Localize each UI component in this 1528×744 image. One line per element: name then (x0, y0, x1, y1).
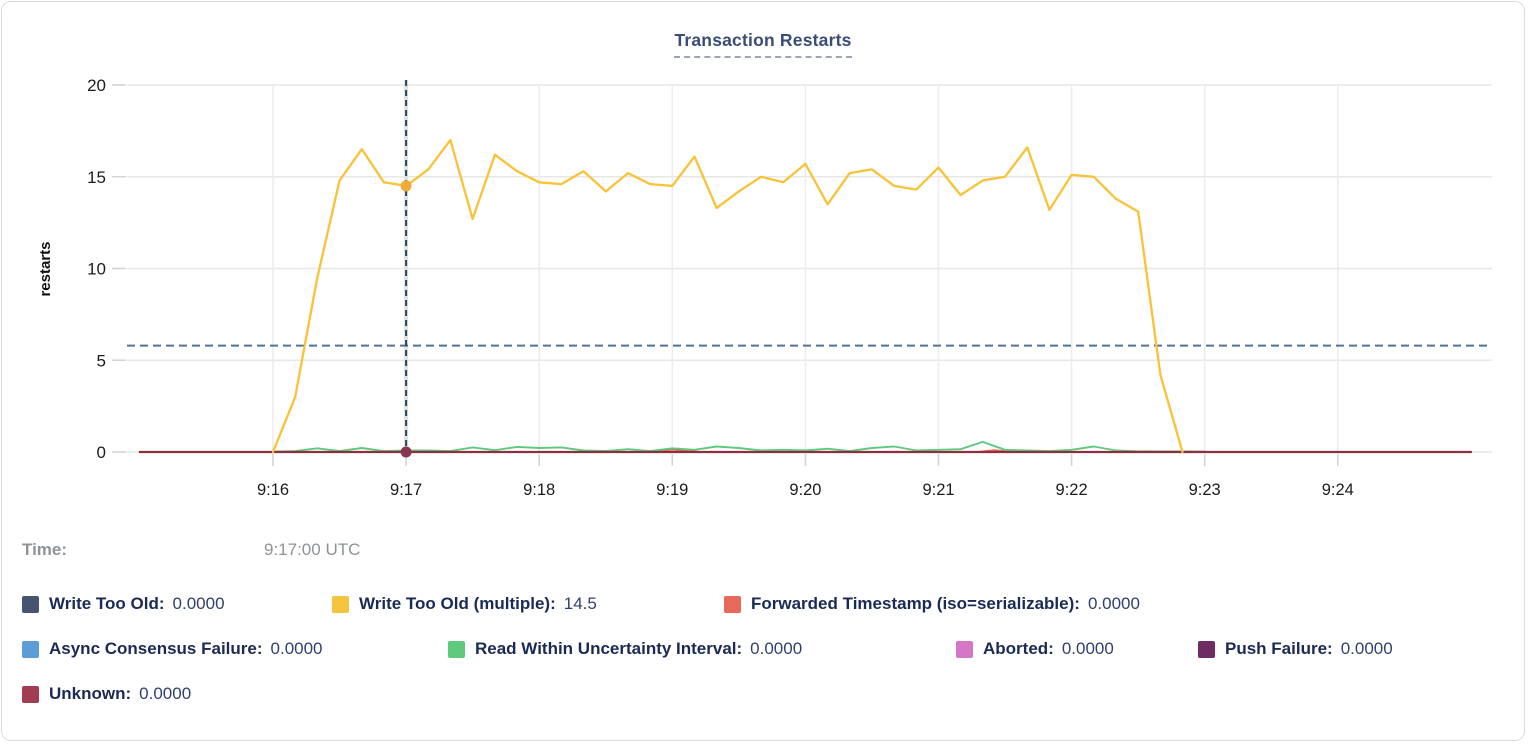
chart-title-wrap: Transaction Restarts (2, 30, 1524, 58)
legend-swatch-icon (22, 595, 39, 613)
legend-swatch-icon (956, 640, 973, 658)
legend-item[interactable]: Async Consensus Failure: 0.0000 (22, 639, 323, 659)
legend-swatch-icon (22, 640, 39, 658)
legend-value: 0.0000 (1061, 639, 1114, 658)
x-tick-label: 9:17 (390, 481, 422, 499)
time-readout-value: 9:17:00 UTC (264, 540, 361, 559)
legend-row: Async Consensus Failure: 0.0000 Read Withi… (2, 639, 1524, 663)
y-tick-label: 15 (87, 168, 106, 187)
legend-label: Write Too Old (multiple): (359, 594, 556, 613)
legend-item[interactable]: Write Too Old: 0.0000 (22, 594, 225, 614)
legend-item[interactable]: Push Failure: 0.0000 (1198, 639, 1393, 659)
x-tick-label: 9:24 (1322, 481, 1354, 499)
legend-label: Aborted: (983, 639, 1054, 658)
legend-swatch-icon (332, 595, 349, 613)
chart-title[interactable]: Transaction Restarts (674, 30, 852, 58)
legend-value: 0.0000 (270, 639, 323, 658)
x-tick-label: 9:22 (1056, 481, 1088, 499)
legend-value: 0.0000 (172, 594, 225, 613)
legend-label: Push Failure: (1225, 639, 1333, 658)
x-tick-label: 9:21 (922, 481, 954, 499)
transaction-restarts-chart[interactable]: 0 5 10 15 20 9:16 9:17 9:18 9:19 9:20 9:21 9:22 9:23… (2, 2, 1528, 522)
y-tick-label: 5 (97, 351, 106, 370)
legend-swatch-icon (448, 640, 465, 658)
legend-value: 0.0000 (1087, 594, 1140, 613)
legend-item[interactable]: Read Within Uncertainty Interval: 0.0000 (448, 639, 802, 659)
x-tick-label: 9:19 (656, 481, 688, 499)
y-tick-label: 0 (97, 443, 106, 462)
legend-row: Write Too Old: 0.0000 Write Too Old (multi… (2, 594, 1524, 618)
x-tick-label: 9:20 (789, 481, 821, 499)
crosshair-marker-write-too-old-multiple- (400, 180, 412, 192)
legend-label: Write Too Old: (49, 594, 165, 613)
legend-label: Async Consensus Failure: (49, 639, 263, 658)
y-tick-label: 20 (87, 76, 106, 95)
series-line-write-too-old-multiple- (271, 138, 1184, 454)
x-tick-label: 9:23 (1189, 481, 1221, 499)
y-tick-label: 10 (87, 260, 106, 279)
time-readout: Time: 9:17:00 UTC (2, 540, 1524, 564)
legend-item[interactable]: Write Too Old (multiple): 14.5 (332, 594, 597, 614)
legend-item[interactable]: Unknown: 0.0000 (22, 684, 191, 704)
legend-value: 0.0000 (1340, 639, 1393, 658)
x-tick-label: 9:16 (257, 481, 289, 499)
y-axis-label: restarts (37, 241, 54, 296)
legend-label: Forwarded Timestamp (iso=serializable): (751, 594, 1080, 613)
legend-swatch-icon (22, 685, 39, 703)
x-tick-label: 9:18 (523, 481, 555, 499)
legend-row: Unknown: 0.0000 (2, 684, 1524, 708)
crosshair-marker-unknown (400, 446, 412, 458)
legend-item[interactable]: Aborted: 0.0000 (956, 639, 1114, 659)
legend-item[interactable]: Forwarded Timestamp (iso=serializable): 0… (724, 594, 1140, 614)
legend-value: 14.5 (563, 594, 597, 613)
legend-label: Read Within Uncertainty Interval: (475, 639, 743, 658)
legend-swatch-icon (1198, 640, 1215, 658)
legend-swatch-icon (724, 595, 741, 613)
legend-value: 0.0000 (750, 639, 803, 658)
legend-label: Unknown: (49, 684, 132, 703)
time-readout-label: Time: (22, 540, 68, 559)
series-line-read-within-uncertainty-interval (272, 440, 1206, 453)
legend-value: 0.0000 (139, 684, 192, 703)
